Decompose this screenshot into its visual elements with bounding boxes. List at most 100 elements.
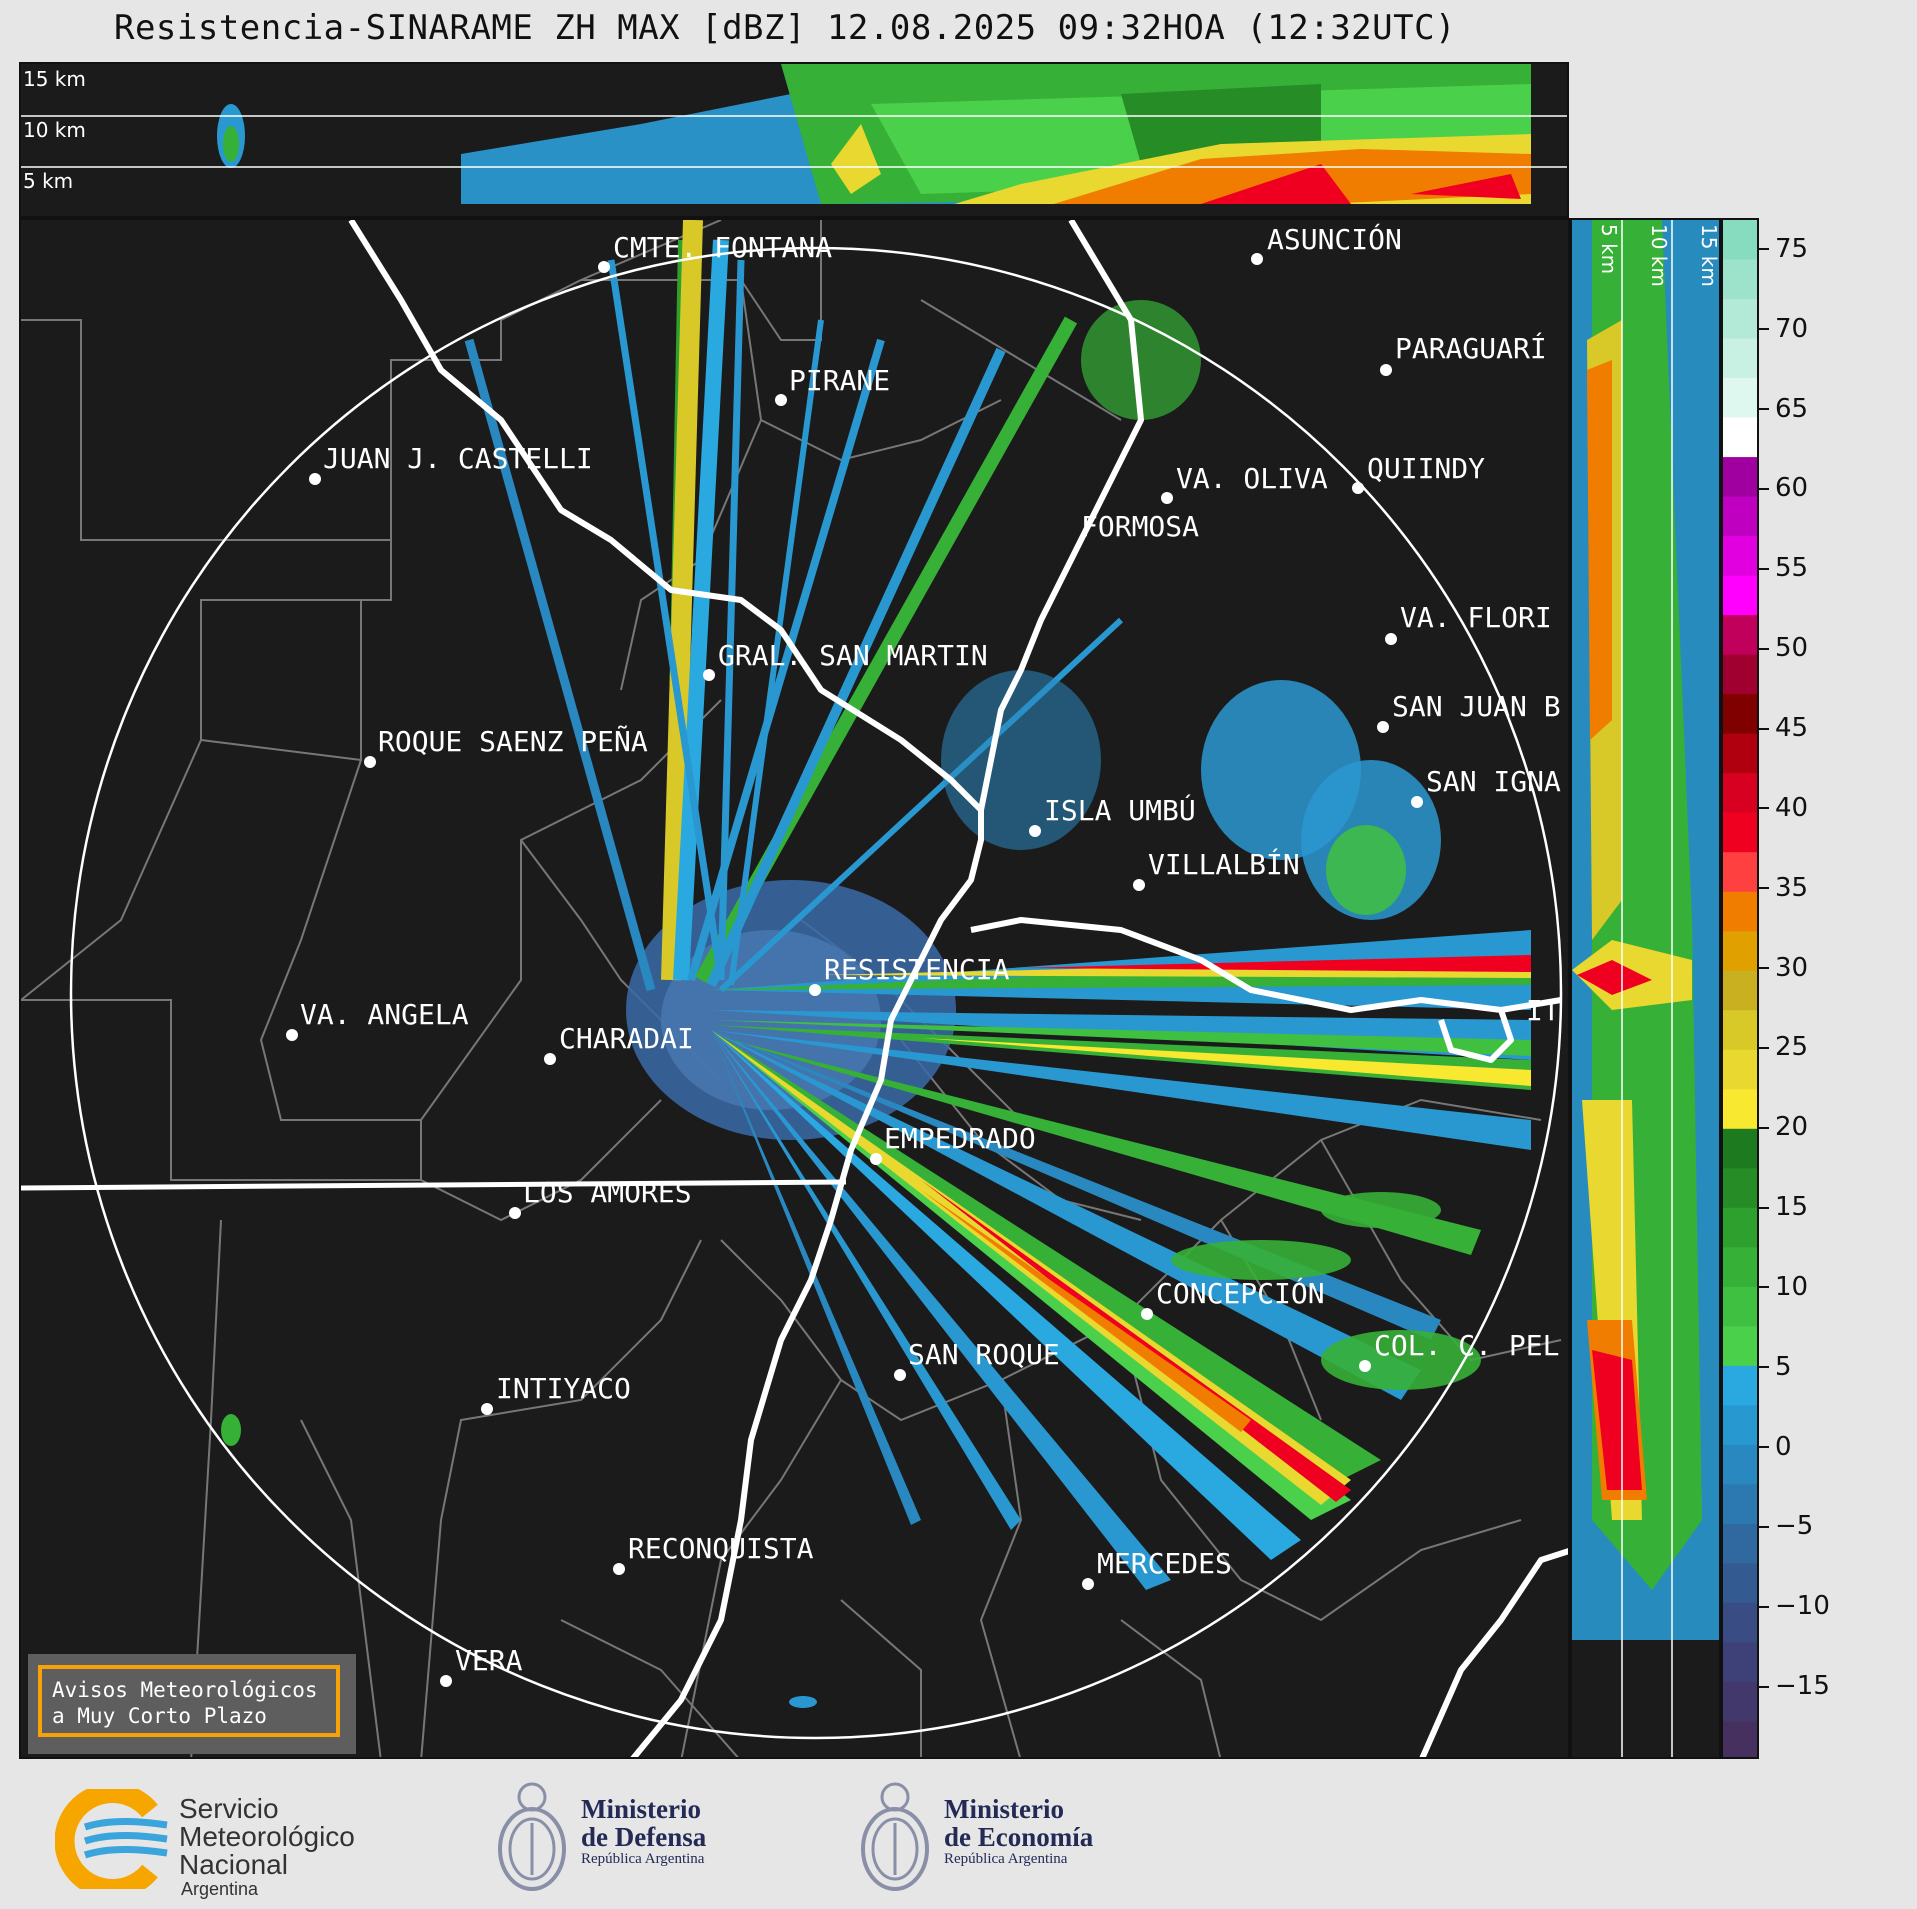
radar-map-svg: CMTE. FONTANA ASUNCIÓN PARAGUARÍ PIRANE … — [21, 220, 1568, 1757]
ministry-text: República Argentina — [944, 1851, 1068, 1867]
ministry-text: de Defensa — [581, 1822, 707, 1852]
colorbar-segment — [1723, 615, 1757, 656]
city-label: VERA — [455, 1644, 523, 1677]
city-dot — [703, 669, 715, 681]
colorbar-tick-label: 5 — [1759, 1352, 1792, 1382]
city-label: QUIINDY — [1367, 452, 1485, 485]
smn-logo: Servicio Meteorológico Nacional Argentin… — [55, 1789, 395, 1899]
city-dot — [1133, 879, 1145, 891]
city-label: CHARADAI — [559, 1022, 694, 1055]
top-cross-section-panel: 15 km 10 km 5 km — [19, 62, 1569, 218]
colorbar-segment — [1723, 773, 1757, 814]
colorbar-segment — [1723, 891, 1757, 932]
colorbar-segment — [1723, 931, 1757, 972]
colorbar-tick-label: 20 — [1759, 1112, 1808, 1142]
altitude-label: 15 km — [23, 67, 86, 91]
altitude-label: 15 km — [1697, 224, 1721, 287]
colorbar-tick-label: 10 — [1759, 1272, 1808, 1302]
colorbar-segment — [1723, 1484, 1757, 1525]
colorbar-segment — [1723, 1168, 1757, 1209]
city-label: VA. FLORI — [1400, 601, 1552, 634]
colorbar-ticks: 75 70 65 60 55 50 45 40 35 30 25 20 15 10 5 0 −5 −10 −15 — [1759, 218, 1909, 1759]
radar-echoes — [221, 220, 1531, 1708]
colorbar-tick-label: 65 — [1759, 394, 1808, 424]
colorbar-segment — [1723, 1721, 1757, 1757]
city-dot — [1029, 825, 1041, 837]
city-dot — [613, 1563, 625, 1575]
city-dot — [1161, 492, 1173, 504]
colorbar-segment — [1723, 1128, 1757, 1169]
ministry-text: República Argentina — [581, 1851, 705, 1867]
national-seal-icon — [861, 1782, 929, 1891]
colorbar-segment — [1723, 378, 1757, 419]
echo-band — [1201, 164, 1351, 204]
smn-text: Argentina — [181, 1879, 259, 1899]
rivers — [348, 220, 1568, 1757]
city-markers: CMTE. FONTANA ASUNCIÓN PARAGUARÍ PIRANE … — [286, 222, 1561, 1687]
colorbar-segment — [1723, 299, 1757, 340]
side-cross-section-panel: 5 km 10 km 15 km — [1570, 218, 1721, 1759]
colorbar-segment — [1723, 536, 1757, 577]
colorbar-segment — [1723, 694, 1757, 735]
city-dot — [1380, 364, 1392, 376]
notice-line: a Muy Corto Plazo — [52, 1704, 267, 1728]
colorbar — [1721, 218, 1759, 1759]
smn-logo-icon — [55, 1789, 168, 1889]
colorbar-tick-label: 70 — [1759, 314, 1808, 344]
colorbar-tick-label: 60 — [1759, 473, 1808, 503]
colorbar-segment — [1723, 417, 1757, 458]
colorbar-segment — [1723, 1642, 1757, 1683]
city-label: ISLA UMBÚ — [1044, 793, 1196, 827]
colorbar-tick-label: 40 — [1759, 793, 1808, 823]
defensa-logo: Ministerio de Defensa República Argentin… — [495, 1777, 755, 1902]
city-dot — [509, 1207, 521, 1219]
city-label: FORMOSA — [1081, 510, 1199, 543]
city-label: RECONQUISTA — [628, 1532, 814, 1565]
city-label: SAN IGNA — [1426, 765, 1561, 798]
echo-band — [831, 124, 881, 194]
city-dot — [440, 1675, 452, 1687]
altitude-label: 5 km — [1597, 224, 1621, 274]
colorbar-tick-label: −10 — [1759, 1591, 1830, 1621]
colorbar-tick-label: 35 — [1759, 873, 1808, 903]
colorbar-segment — [1723, 812, 1757, 853]
city-dot — [1377, 721, 1389, 733]
colorbar-segment — [1723, 220, 1757, 261]
colorbar-tick-label: 30 — [1759, 953, 1808, 983]
city-dot — [1082, 1578, 1094, 1590]
ministry-text: Ministerio — [944, 1794, 1064, 1824]
city-dot — [364, 756, 376, 768]
colorbar-segment — [1723, 1049, 1757, 1090]
city-label: LOS AMORES — [523, 1176, 692, 1209]
city-label: MERCEDES — [1097, 1547, 1232, 1580]
city-dot — [481, 1403, 493, 1415]
city-dot — [1251, 253, 1263, 265]
colorbar-segment — [1723, 654, 1757, 695]
radar-map: CMTE. FONTANA ASUNCIÓN PARAGUARÍ PIRANE … — [19, 218, 1570, 1759]
ministry-text: Ministerio — [581, 1794, 701, 1824]
colorbar-segment — [1723, 1010, 1757, 1051]
city-label: VILLALBÍN — [1148, 847, 1300, 881]
city-label: ROQUE SAENZ PEÑA — [378, 724, 648, 758]
city-dot — [598, 261, 610, 273]
city-label: CMTE. FONTANA — [613, 231, 832, 264]
colorbar-segment — [1723, 733, 1757, 774]
colorbar-segment — [1723, 1207, 1757, 1248]
colorbar-segment — [1723, 1326, 1757, 1367]
colorbar-tick-label: −15 — [1759, 1671, 1830, 1701]
echo-band — [1411, 174, 1521, 199]
city-label: ASUNCIÓN — [1267, 222, 1402, 256]
city-dot — [1359, 1360, 1371, 1372]
city-dot — [775, 394, 787, 406]
colorbar-segment — [1723, 1247, 1757, 1288]
colorbar-segment — [1723, 1365, 1757, 1406]
range-ring — [69, 246, 1563, 1740]
city-label: COL. C. PEL — [1374, 1329, 1559, 1362]
notice-frame: Avisos Meteorológicos a Muy Corto Plazo — [38, 1665, 340, 1737]
city-label: GRAL. SAN MARTIN — [718, 639, 988, 672]
city-label: IT — [1526, 994, 1560, 1027]
smn-text: Servicio — [179, 1793, 279, 1824]
altitude-label: 10 km — [1647, 224, 1671, 287]
ground-mask — [21, 204, 1567, 216]
city-dot — [309, 473, 321, 485]
